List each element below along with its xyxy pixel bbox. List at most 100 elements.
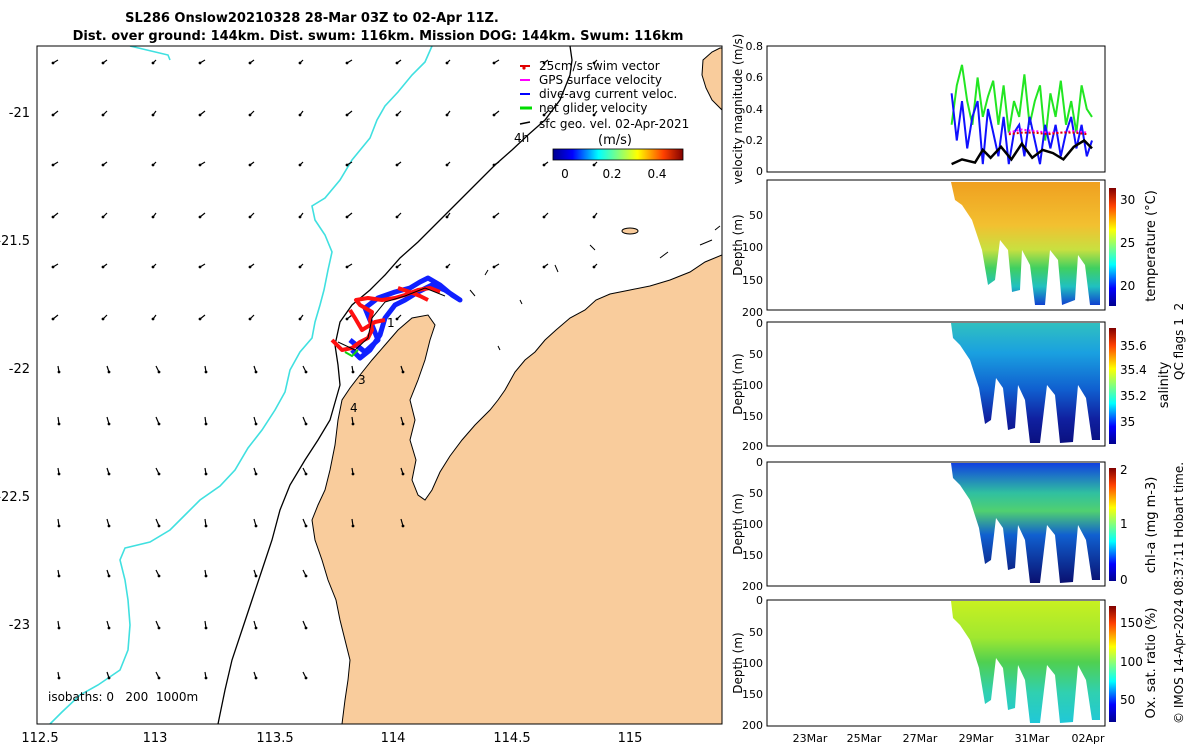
- title-line-2: Dist. over ground: 144km. Dist. swum: 11…: [73, 29, 684, 44]
- salinity-panel: Depth (m) 0 50 100 150 200 35.6 35.4 35.…: [731, 317, 1172, 453]
- velocity-arrow-head: [298, 61, 302, 65]
- velocity-arrow-head: [542, 113, 546, 117]
- y-tick-label: 150: [742, 274, 763, 287]
- velocity-arrow-head: [492, 113, 496, 117]
- temperature-panel: Depth (m) 50 100 150 200 30 25 20 temper…: [731, 179, 1159, 319]
- velocity-arrow-head: [351, 370, 355, 374]
- velocity-arrow-head: [395, 215, 399, 219]
- velocity-arrow-head: [298, 265, 302, 269]
- credit-text: © IMOS 14-Apr-2024 08:37:11 Hobart time.: [1172, 462, 1186, 724]
- x-tick-label: 114: [381, 731, 406, 746]
- y-tick-label: 150: [742, 549, 763, 562]
- velocity-arrow-head: [542, 61, 546, 65]
- chla-panel: Depth (m) 0 50 100 150 200 2 1 0 chl-a (…: [731, 456, 1159, 593]
- velocity-arrow-head: [157, 574, 161, 578]
- legend-label: net glider velocity: [539, 101, 647, 115]
- series-swim-speed: [1008, 131, 1087, 136]
- salinity-colorbar: [1109, 328, 1116, 444]
- isobath-1000m: [49, 46, 433, 724]
- velocity-arrow-head: [592, 163, 596, 167]
- colorbar-unit-label: (m/s): [598, 133, 632, 148]
- velocity-arrow-head: [345, 317, 349, 321]
- colorbar-tick: 35.4: [1120, 363, 1147, 377]
- velocity-arrow-head: [107, 676, 111, 680]
- velocity-arrow-head: [445, 215, 449, 219]
- velocity-series: [950, 64, 1093, 166]
- velocity-arrow-head: [157, 422, 161, 426]
- y-tick-label: -22: [9, 362, 30, 377]
- x-tick-label: 27Mar: [903, 732, 938, 745]
- x-tick-label: 113: [143, 731, 168, 746]
- velocity-arrow-head: [204, 626, 208, 630]
- velocity-arrow-head: [151, 317, 155, 321]
- map-legend: 25cm/s swim vector GPS surface velocity …: [519, 59, 689, 181]
- velocity-arrow-head: [492, 163, 496, 167]
- velocity-arrow-head: [107, 370, 111, 374]
- temperature-section: [951, 182, 1100, 305]
- velocity-arrow-head: [107, 626, 111, 630]
- oxygen-section: [951, 601, 1100, 723]
- title-line-1: SL286 Onslow20210328 28-Mar 03Z to 02-Ap…: [125, 11, 499, 26]
- y-tick-label: -21.5: [0, 234, 30, 249]
- velocity-arrow-head: [401, 524, 405, 528]
- colorbar-label: chl-a (mg m-3): [1144, 477, 1159, 574]
- velocity-arrow-head: [492, 215, 496, 219]
- velocity-arrow-head: [151, 163, 155, 167]
- velocity-arrow-head: [51, 61, 55, 65]
- velocity-arrow-head: [254, 422, 258, 426]
- map-frame: [36, 45, 723, 725]
- isobaths-label: isobaths: 0 200 1000m: [48, 690, 198, 704]
- surface-velocity-vectors: [51, 59, 598, 680]
- velocity-arrow-head: [157, 370, 161, 374]
- velocity-arrow-head: [445, 113, 449, 117]
- y-tick-label: 50: [749, 348, 763, 361]
- velocity-arrow-head: [204, 472, 208, 476]
- velocity-arrow-head: [304, 472, 308, 476]
- y-tick-label: -21: [9, 106, 30, 121]
- depth-ylabel: Depth (m): [731, 632, 745, 693]
- oxygen-panel: Depth (m) 0 50 100 150 200 150 100 50 Ox…: [731, 594, 1159, 732]
- y-tick-label: 0: [756, 594, 763, 607]
- swim-vector-track: [330, 286, 441, 352]
- velocity-panel: velocity magnitude (m/s) 0.8 0.6 0.4 0.2…: [731, 34, 1106, 184]
- velocity-arrow-head: [151, 113, 155, 117]
- velocity-arrow-head: [57, 422, 61, 426]
- velocity-arrow-head: [351, 524, 355, 528]
- annotation-3: 3: [358, 373, 366, 387]
- velocity-arrow-head: [542, 215, 546, 219]
- velocity-arrow-head: [248, 265, 252, 269]
- y-tick-label: 200: [742, 440, 763, 453]
- colorbar-tick: 0.4: [647, 167, 666, 181]
- velocity-arrow-head: [254, 676, 258, 680]
- velocity-arrow-head: [304, 676, 308, 680]
- velocity-arrow-head: [298, 163, 302, 167]
- temperature-colorbar: [1109, 188, 1116, 306]
- legend-item: sfc geo. vel. 02-Apr-2021: [519, 117, 689, 131]
- velocity-arrow-head: [101, 215, 105, 219]
- y-tick-label: 200: [742, 580, 763, 593]
- colorbar-tick: 35.2: [1120, 389, 1147, 403]
- velocity-arrow-head: [345, 163, 349, 167]
- velocity-arrow-head: [592, 265, 596, 269]
- velocity-arrow-head: [101, 113, 105, 117]
- velocity-arrow-head: [204, 370, 208, 374]
- y-tick-label: 100: [742, 518, 763, 531]
- velocity-arrow-head: [592, 113, 596, 117]
- annotation-4: 4: [350, 401, 358, 415]
- colorbar-tick: 2: [1120, 463, 1128, 477]
- velocity-arrow-head: [107, 574, 111, 578]
- island: [621, 227, 639, 235]
- velocity-arrow-head: [57, 676, 61, 680]
- colorbar-tick: 35: [1120, 415, 1135, 429]
- velocity-arrow-head: [198, 265, 202, 269]
- velocity-arrow-head: [542, 265, 546, 269]
- velocity-arrow-head: [542, 163, 546, 167]
- annotation-1: 1: [387, 316, 395, 330]
- x-tick-label: 23Mar: [793, 732, 828, 745]
- y-tick-label: 0: [756, 165, 763, 178]
- velocity-arrow-head: [57, 626, 61, 630]
- net-glider-velocity-track: [344, 349, 359, 358]
- velocity-arrow-head: [298, 317, 302, 321]
- y-tick-label: 100: [742, 657, 763, 670]
- y-tick-label: -22.5: [0, 490, 30, 505]
